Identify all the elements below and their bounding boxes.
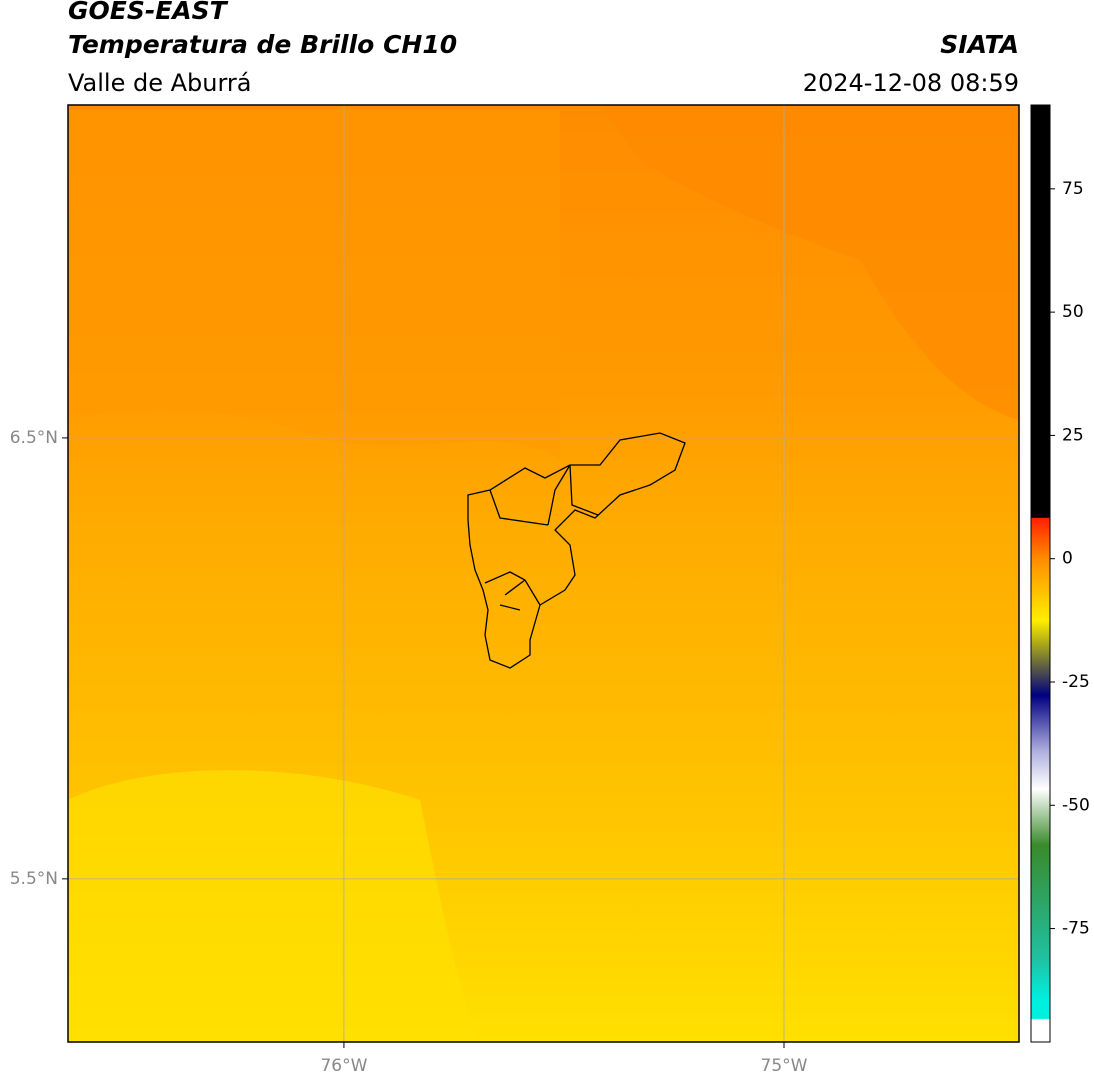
lon-tick-label: 76°W — [320, 1056, 367, 1076]
lat-tick-label: 6.5°N — [10, 428, 58, 448]
warm-region — [68, 110, 560, 460]
colorbar-tick-label: -75 — [1062, 919, 1090, 939]
source: SIATA — [940, 30, 1019, 59]
timestamp: 2024-12-08 08:59 — [803, 69, 1019, 97]
title: GOES-EAST — [68, 0, 229, 25]
colorbar-scale — [1030, 104, 1051, 1043]
subtitle: Temperatura de Brillo CH10 — [68, 30, 457, 59]
lat-tick-label: 5.5°N — [10, 869, 58, 889]
colorbar-tick-label: 50 — [1062, 302, 1084, 322]
valley-boundary — [467, 432, 686, 669]
warm-region — [600, 105, 1019, 420]
region: Valle de Aburrá — [68, 69, 252, 97]
colorbar-tick-label: 0 — [1062, 549, 1073, 569]
map — [68, 105, 1019, 1042]
colorbar-tick-label: -50 — [1062, 795, 1090, 815]
lon-tick-label: 75°W — [761, 1056, 808, 1076]
colorbar-tick-label: -25 — [1062, 672, 1090, 692]
colorbar-tick-label: 75 — [1062, 179, 1084, 199]
colorbar: 75 50 25 0 -25 -50 -75 — [1030, 104, 1090, 1043]
map-frame — [67, 104, 1020, 1043]
colorbar-tick-label: 25 — [1062, 425, 1084, 445]
cool-region — [68, 770, 480, 1042]
